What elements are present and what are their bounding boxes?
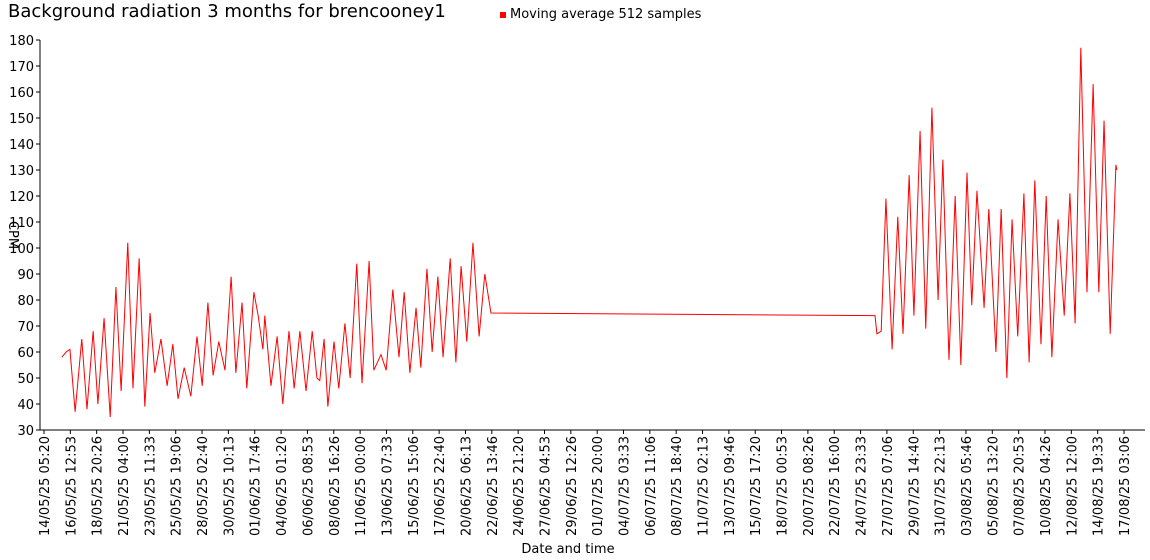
x-tick-label: 29/06/25 12:26 (565, 436, 580, 536)
y-tick-label: 120 (9, 190, 34, 205)
y-tick-label: 30 (17, 424, 34, 439)
x-tick-label: 03/08/25 05:46 (960, 436, 975, 536)
x-tick-label: 15/06/25 15:06 (407, 436, 422, 536)
line (61, 47, 1118, 418)
x-tick-label: 16/05/25 12:53 (64, 436, 79, 536)
x-tick-label: 07/08/25 20:53 (1013, 436, 1028, 536)
y-tick-label: 60 (17, 346, 34, 361)
x-tick-label: 04/06/25 01:20 (275, 436, 290, 536)
x-tick-label: 13/06/25 07:33 (380, 436, 395, 536)
x-tick-label: 18/05/25 20:26 (91, 436, 106, 536)
y-tick-label: 160 (9, 86, 34, 101)
x-tick-label: 01/06/25 17:46 (249, 436, 264, 536)
y-tick-label: 80 (17, 294, 34, 309)
y-tick-label: 110 (9, 216, 34, 231)
x-tick-label: 01/07/25 20:00 (591, 436, 606, 536)
x-tick-label: 22/07/25 16:00 (828, 436, 843, 536)
x-tick-label: 14/05/25 05:20 (38, 436, 53, 536)
x-tick-label: 08/06/25 16:26 (328, 436, 343, 536)
y-tick-label: 100 (9, 242, 34, 257)
x-tick-label: 17/06/25 22:40 (433, 436, 448, 536)
y-tick-label: 50 (17, 372, 34, 387)
x-tick-label: 17/08/25 03:06 (1118, 436, 1133, 536)
x-tick-label: 18/07/25 00:53 (776, 436, 791, 536)
x-tick-label: 05/08/25 13:20 (986, 436, 1001, 536)
x-tick-label: 31/07/25 22:13 (934, 436, 949, 536)
x-tick-label: 27/06/25 04:53 (538, 436, 553, 536)
y-tick-label: 170 (9, 60, 34, 75)
x-tick-label: 20/07/25 08:26 (802, 436, 817, 536)
x-tick-label: 20/06/25 06:13 (459, 436, 474, 536)
x-tick-label: 24/06/25 21:20 (512, 436, 527, 536)
y-tick-label: 90 (17, 268, 34, 283)
x-axis-label: Date and time (521, 542, 614, 557)
x-tick-label: 13/07/25 09:46 (723, 436, 738, 536)
x-tick-label: 27/07/25 07:06 (881, 436, 896, 536)
y-axis-label: CPM (5, 221, 20, 249)
x-tick-label: 24/07/25 23:33 (855, 436, 870, 536)
x-tick-label: 10/08/25 04:26 (1039, 436, 1054, 536)
y-tick-label: 140 (9, 138, 34, 153)
x-tick-label: 08/07/25 18:40 (670, 436, 685, 536)
x-tick-label: 11/06/25 00:00 (354, 436, 369, 536)
x-tick-label: 14/08/25 19:33 (1092, 436, 1107, 536)
x-tick-label: 04/07/25 03:33 (618, 436, 633, 536)
y-tick-label: 150 (9, 112, 34, 127)
legend-label: Moving average 512 samples (510, 7, 702, 22)
y-tick-label: 130 (9, 164, 34, 179)
x-tick-label: 06/07/25 11:06 (644, 436, 659, 536)
y-tick-label: 180 (9, 34, 34, 49)
legend-swatch (500, 12, 506, 18)
chart-title: Background radiation 3 months for brenco… (8, 1, 446, 22)
x-tick-label: 23/05/25 11:33 (143, 436, 158, 536)
x-tick-label: 21/05/25 04:00 (117, 436, 132, 536)
y-tick-label: 40 (17, 398, 34, 413)
x-tick-label: 25/05/25 19:06 (170, 436, 185, 536)
x-tick-label: 06/06/25 08:53 (301, 436, 316, 536)
x-tick-label: 30/05/25 10:13 (222, 436, 237, 536)
x-tick-label: 29/07/25 14:40 (907, 436, 922, 536)
y-tick-label: 70 (17, 320, 34, 335)
x-tick-label: 22/06/25 13:46 (486, 436, 501, 536)
x-tick-label: 28/05/25 02:40 (196, 436, 211, 536)
x-tick-label: 12/08/25 12:00 (1065, 436, 1080, 536)
x-tick-label: 15/07/25 17:20 (749, 436, 764, 536)
x-tick-label: 11/07/25 02:13 (697, 436, 712, 536)
